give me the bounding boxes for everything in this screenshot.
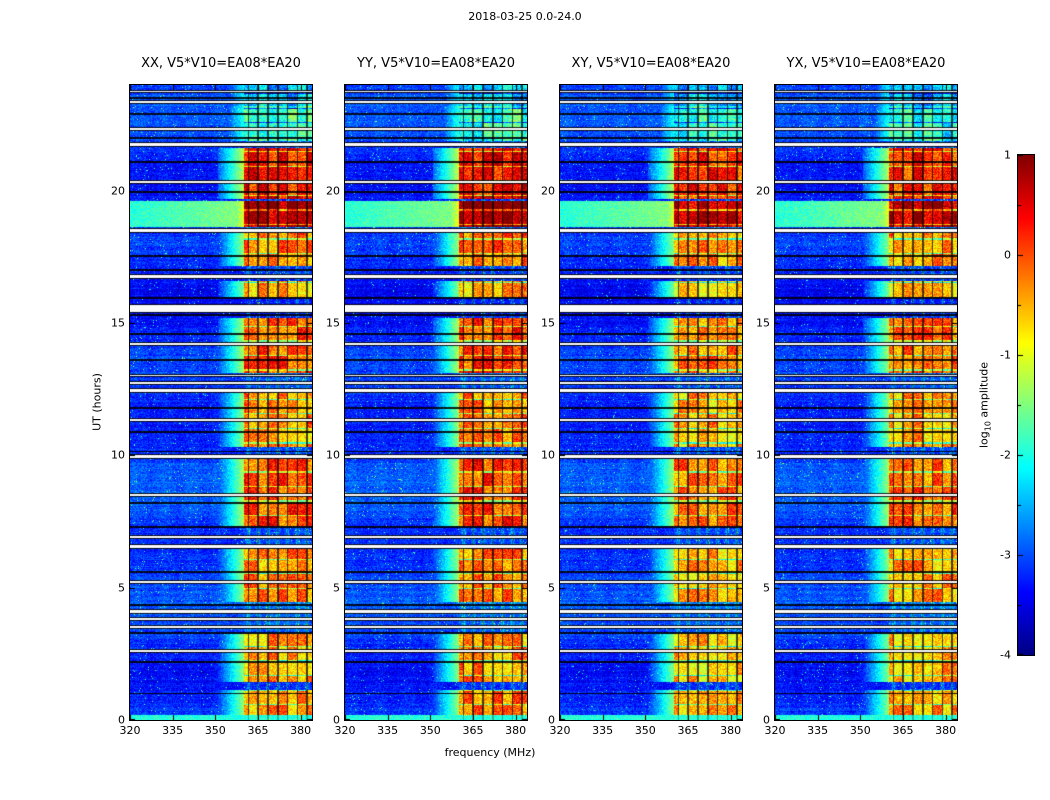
panel-yy <box>344 84 528 721</box>
y-tick-label: 20 <box>326 184 340 198</box>
y-tick-label: 0 <box>548 713 555 727</box>
spectrogram-canvas-yy <box>345 85 527 720</box>
colorbar-label-suffix: amplitude <box>977 361 991 422</box>
y-tick-label: 15 <box>541 316 555 330</box>
panel-title-yy: YY, V5*V10=EA08*EA20 <box>357 56 515 71</box>
x-tick-label: 365 <box>247 724 269 737</box>
x-tick-label: 320 <box>764 724 786 737</box>
y-tick-label: 5 <box>118 581 125 595</box>
y-tick-label: 20 <box>541 184 555 198</box>
x-tick-label: 320 <box>334 724 356 737</box>
colorbar <box>1017 154 1035 656</box>
x-tick-label: 365 <box>892 724 914 737</box>
spectrogram-canvas-yx <box>775 85 957 720</box>
spectrogram-canvas-xy <box>560 85 742 720</box>
colorbar-gradient <box>1018 155 1034 655</box>
x-axis-label: frequency (MHz) <box>444 746 536 759</box>
x-tick-label: 350 <box>634 724 656 737</box>
y-tick-label: 0 <box>118 713 125 727</box>
y-tick-label: 15 <box>326 316 340 330</box>
y-tick-label: 10 <box>541 448 555 462</box>
y-tick-label: 5 <box>548 581 555 595</box>
y-tick-label: 10 <box>111 448 125 462</box>
x-tick-label: 350 <box>204 724 226 737</box>
y-tick-label: 15 <box>756 316 770 330</box>
colorbar-tick-label: -1 <box>1000 348 1011 362</box>
y-tick-label: 15 <box>111 316 125 330</box>
panel-title-xx: XX, V5*V10=EA08*EA20 <box>141 56 301 71</box>
x-tick-label: 320 <box>119 724 141 737</box>
y-tick-label: 5 <box>333 581 340 595</box>
colorbar-tick-label: 0 <box>1004 248 1011 262</box>
y-tick-label: 0 <box>763 713 770 727</box>
colorbar-tick-label: -4 <box>1000 648 1011 662</box>
x-tick-label: 380 <box>720 724 742 737</box>
x-tick-label: 350 <box>419 724 441 737</box>
y-tick-label: 20 <box>756 184 770 198</box>
y-tick-label: 20 <box>111 184 125 198</box>
colorbar-label: log10 amplitude <box>977 362 992 448</box>
y-tick-label: 0 <box>333 713 340 727</box>
x-tick-label: 365 <box>462 724 484 737</box>
y-tick-label: 10 <box>326 448 340 462</box>
x-tick-label: 335 <box>807 724 829 737</box>
y-tick-label: 5 <box>763 581 770 595</box>
figure-title: 2018-03-25 0.0-24.0 <box>468 10 582 23</box>
colorbar-label-prefix: log <box>977 431 991 449</box>
x-tick-label: 365 <box>677 724 699 737</box>
x-tick-label: 350 <box>849 724 871 737</box>
panel-title-xy: XY, V5*V10=EA08*EA20 <box>571 56 731 71</box>
colorbar-tick-label: -2 <box>1000 448 1011 462</box>
colorbar-label-subscript: 10 <box>983 421 993 432</box>
colorbar-tick-label: -3 <box>1000 548 1011 562</box>
x-tick-label: 380 <box>935 724 957 737</box>
y-tick-label: 10 <box>756 448 770 462</box>
panel-yx <box>774 84 958 721</box>
x-tick-label: 335 <box>377 724 399 737</box>
panel-title-yx: YX, V5*V10=EA08*EA20 <box>786 56 946 71</box>
x-tick-label: 335 <box>592 724 614 737</box>
colorbar-tick-label: 1 <box>1004 148 1011 162</box>
x-tick-label: 335 <box>162 724 184 737</box>
x-tick-label: 380 <box>505 724 527 737</box>
y-axis-label: UT (hours) <box>90 373 104 431</box>
spectrogram-canvas-xx <box>130 85 312 720</box>
x-tick-label: 380 <box>290 724 312 737</box>
panel-xy <box>559 84 743 721</box>
panel-xx <box>129 84 313 721</box>
x-tick-label: 320 <box>549 724 571 737</box>
